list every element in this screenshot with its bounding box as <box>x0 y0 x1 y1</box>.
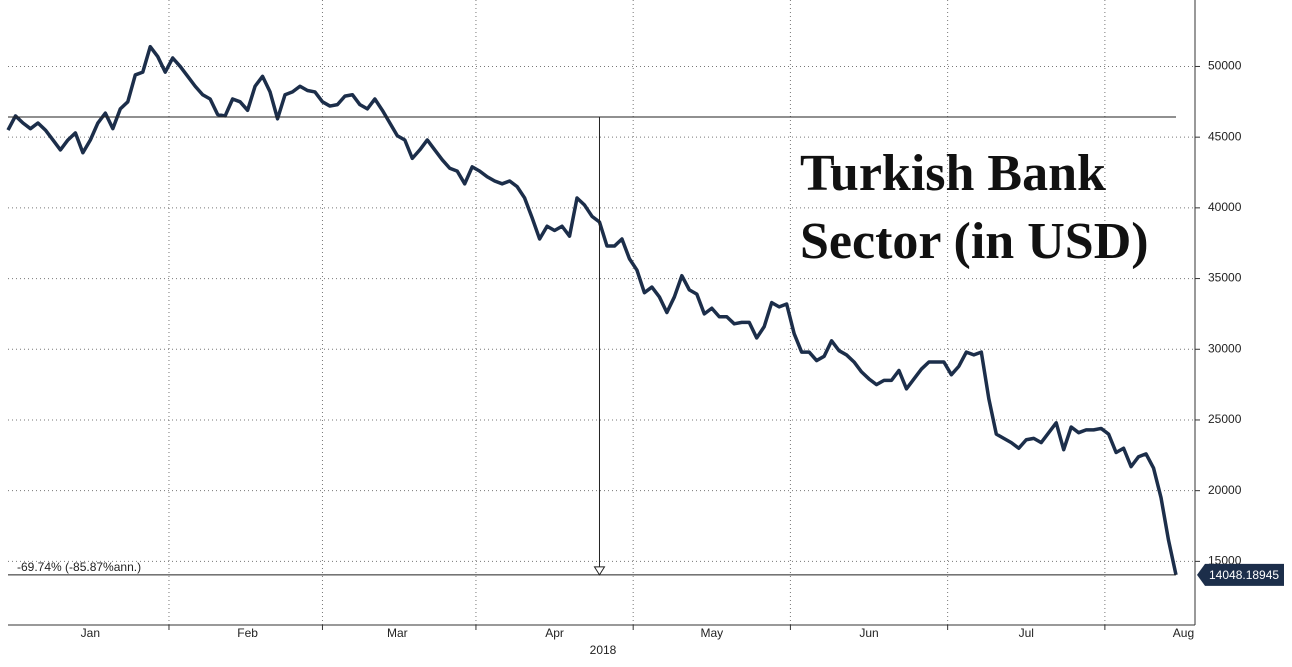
x-tick-label: Jan <box>81 626 100 640</box>
x-tick-label: Feb <box>237 626 258 640</box>
y-tick-label: 35000 <box>1208 271 1242 285</box>
series-line <box>6 44 1178 576</box>
x-tick-label: Mar <box>387 626 408 640</box>
x-tick-label: May <box>700 626 723 640</box>
chart-title: Turkish Bank Sector (in USD) <box>800 145 1149 270</box>
last-value-box <box>1197 563 1284 586</box>
x-tick-label: Aug <box>1173 626 1194 640</box>
y-tick-label: 45000 <box>1208 129 1242 143</box>
y-tick-label: 30000 <box>1208 341 1242 355</box>
y-tick-label: 25000 <box>1208 412 1242 426</box>
y-tick-label: 40000 <box>1208 200 1242 214</box>
x-tick-label: Apr <box>545 626 564 640</box>
y-tick-label: 50000 <box>1208 59 1242 73</box>
x-tick-label: Jul <box>1019 626 1034 640</box>
measure-arrowhead <box>593 566 606 576</box>
y-tick-label: 20000 <box>1208 483 1242 497</box>
x-tick-label: Jun <box>859 626 878 640</box>
x-axis-label: 2018 <box>590 643 617 657</box>
measure-label: -69.74% (-85.87%ann.) <box>17 560 141 574</box>
last-value-label: 14048.18945 <box>1209 568 1279 582</box>
